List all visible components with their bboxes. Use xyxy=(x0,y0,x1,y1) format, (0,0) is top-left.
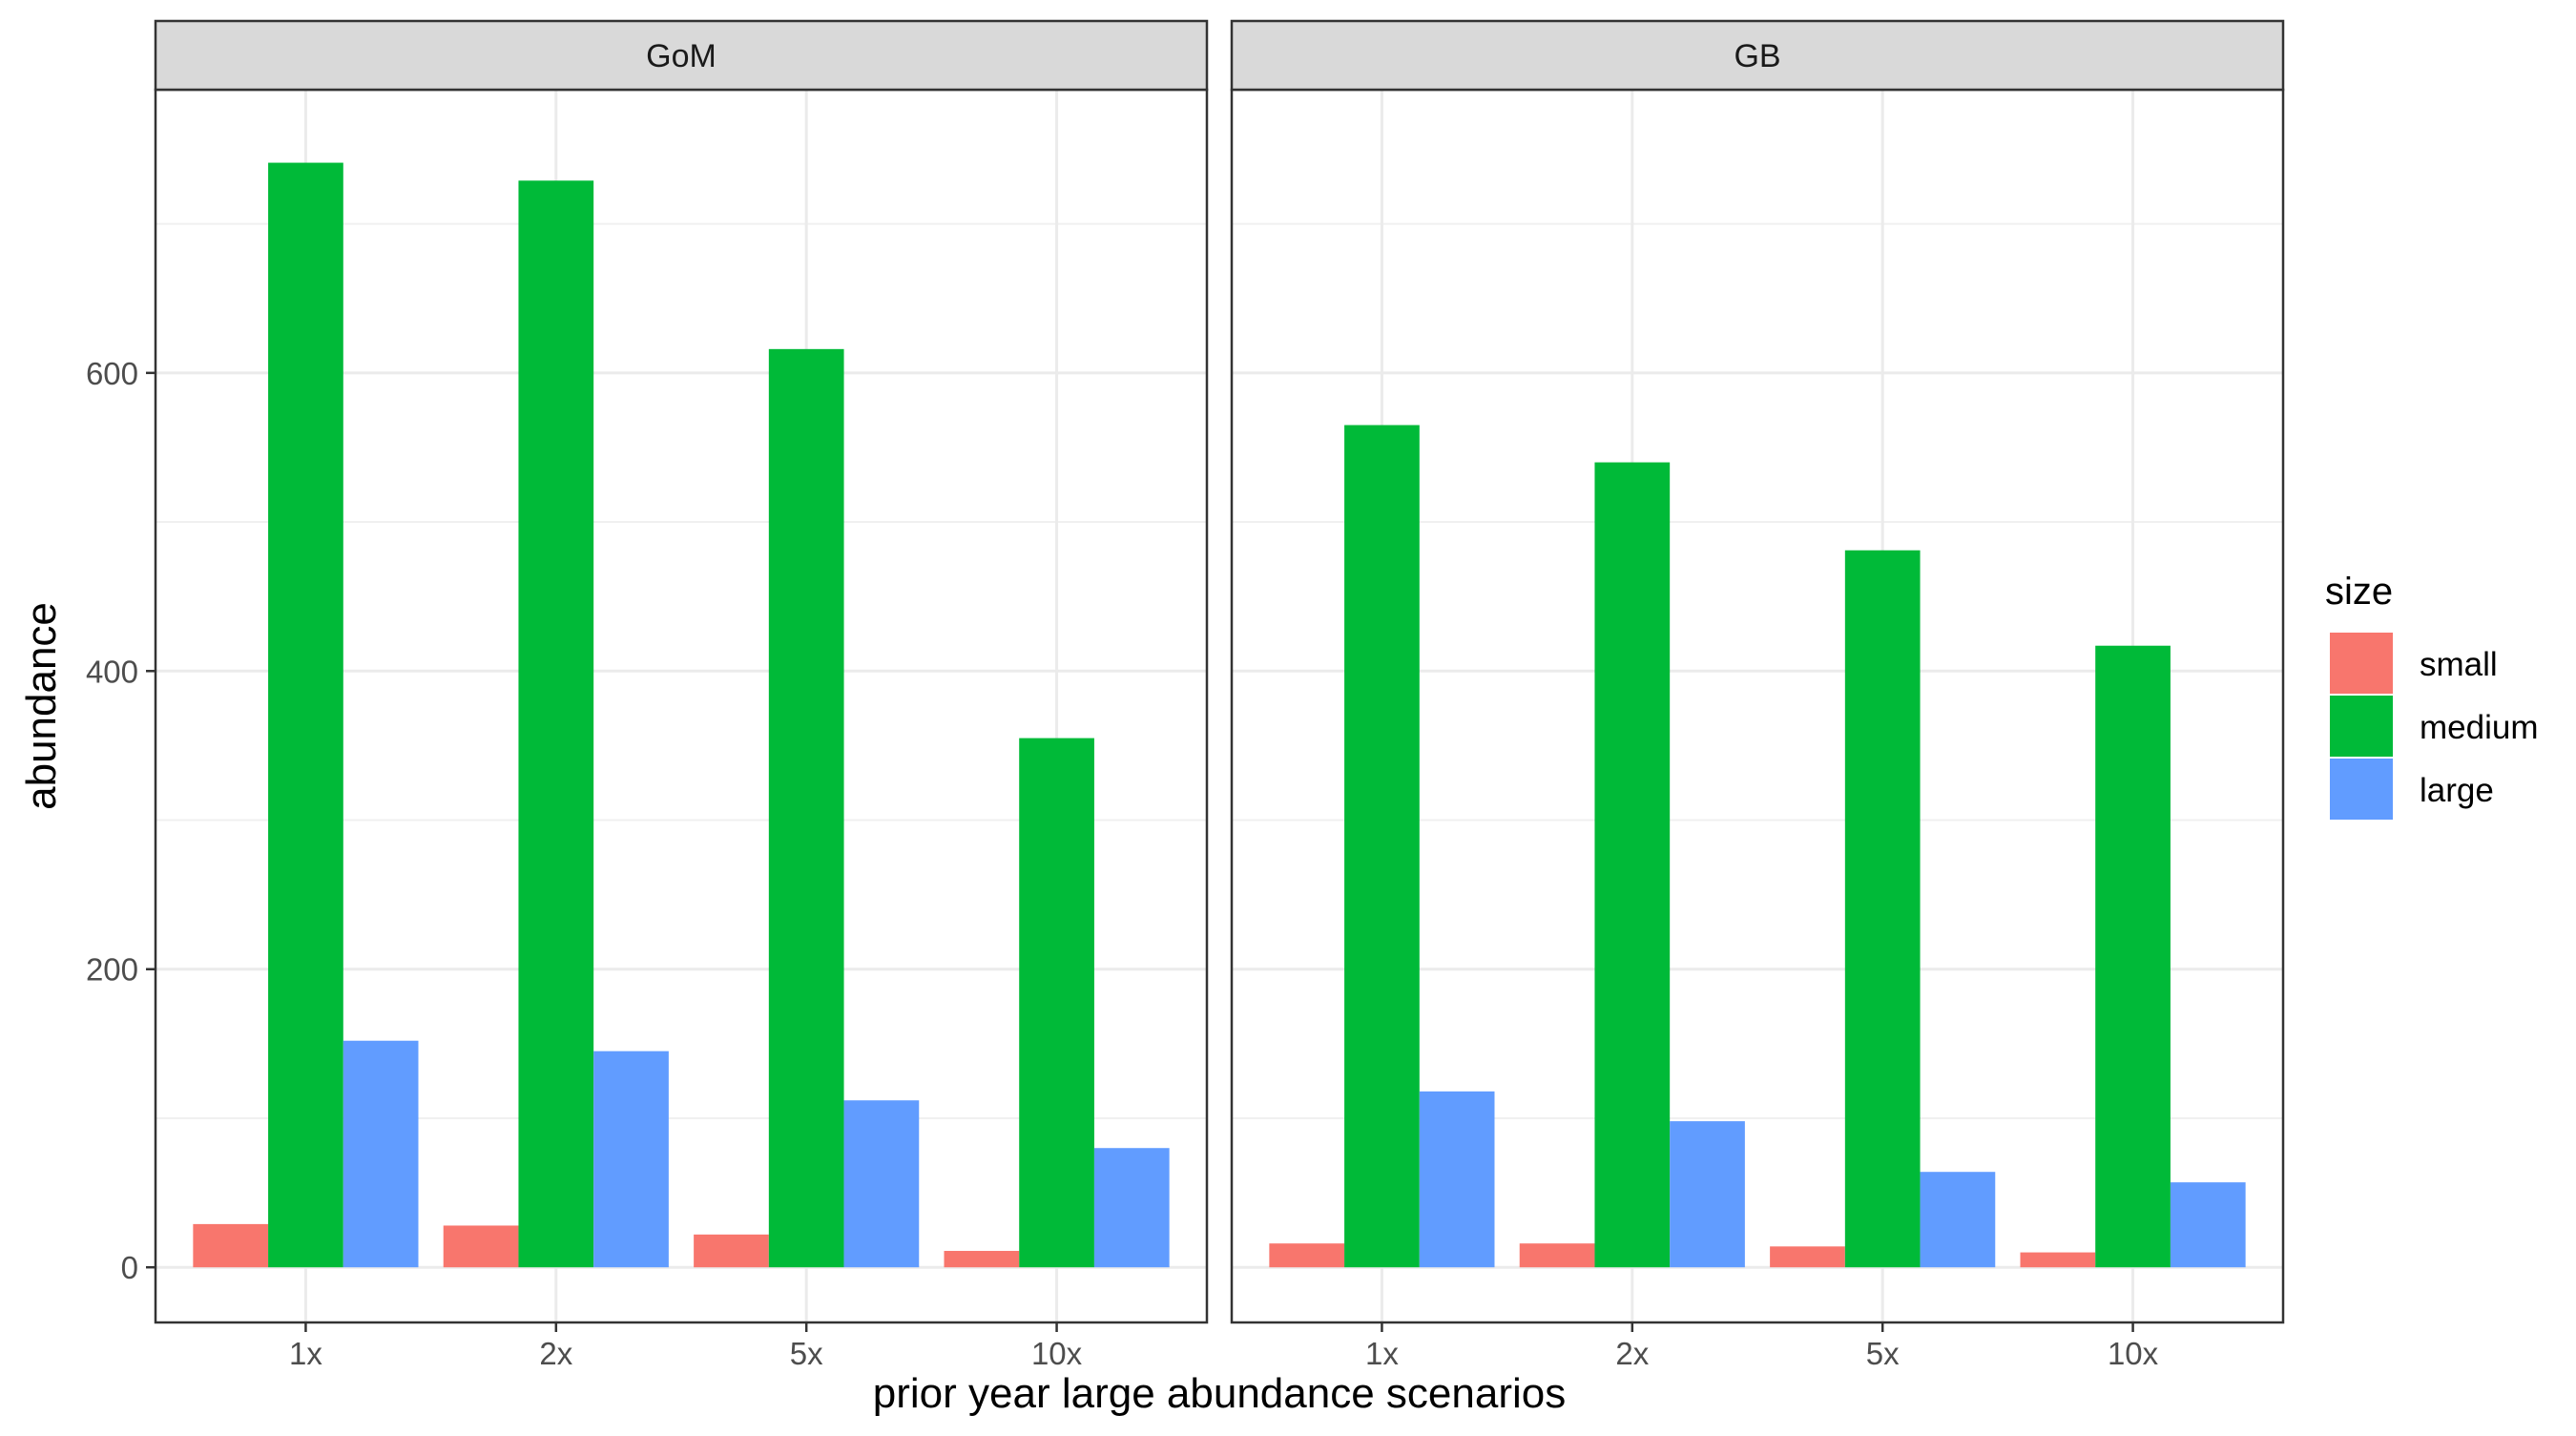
facet-strip xyxy=(154,19,1209,92)
facet-strip-label: GoM xyxy=(646,38,717,74)
legend-key-medium xyxy=(2330,696,2393,757)
x-tick-label: 2x xyxy=(539,1336,572,1371)
x-tick-label: 1x xyxy=(289,1336,322,1371)
bar-medium-2x xyxy=(518,180,594,1268)
legend-label-medium: medium xyxy=(2420,709,2538,746)
bar-large-5x xyxy=(1920,1172,1996,1268)
bar-large-5x xyxy=(843,1100,920,1268)
bar-medium-5x xyxy=(1844,550,1921,1268)
bar-small-2x xyxy=(1519,1243,1595,1268)
bar-small-1x xyxy=(193,1223,269,1268)
facet-strip xyxy=(1230,19,2285,92)
legend-key-large xyxy=(2330,759,2393,820)
panels: GoM 1x 2x 5x 10x 0 200 400 600 GB 1x 2x 5x 10x xyxy=(86,19,2285,1371)
x-tick-label: 1x xyxy=(1365,1336,1399,1371)
bar-medium-10x xyxy=(2095,645,2171,1268)
x-tick-label: 5x xyxy=(790,1336,823,1371)
bar-small-5x xyxy=(694,1234,769,1268)
bar-large-2x xyxy=(1670,1121,1745,1268)
facet-strip-label: GB xyxy=(1734,38,1780,74)
bar-medium-5x xyxy=(768,348,844,1268)
bar-medium-10x xyxy=(1019,738,1094,1268)
bar-medium-2x xyxy=(1594,462,1671,1268)
y-tick-label: 400 xyxy=(86,654,138,689)
legend: size small medium large xyxy=(2325,571,2538,820)
x-tick-label: 2x xyxy=(1615,1336,1649,1371)
bar-small-2x xyxy=(443,1225,519,1268)
bar-small-5x xyxy=(1770,1246,1845,1268)
bar-large-1x xyxy=(1419,1091,1495,1268)
bar-medium-1x xyxy=(1344,425,1420,1268)
panel-gom: GoM 1x 2x 5x 10x 0 200 400 600 xyxy=(86,19,1209,1371)
panel-gb: GB 1x 2x 5x 10x xyxy=(1230,19,2285,1371)
legend-key-small xyxy=(2330,633,2393,694)
y-tick-label: 200 xyxy=(86,952,138,988)
bar-large-10x xyxy=(2170,1182,2246,1268)
y-axis-title: abundance xyxy=(18,602,65,810)
bar-large-2x xyxy=(593,1051,669,1268)
bar-small-1x xyxy=(1269,1243,1345,1268)
bar-small-10x xyxy=(2020,1252,2096,1268)
x-tick-label: 10x xyxy=(1031,1336,1083,1371)
bar-small-10x xyxy=(944,1251,1020,1268)
bar-large-1x xyxy=(343,1040,419,1268)
y-tick-label: 0 xyxy=(121,1250,138,1285)
legend-title: size xyxy=(2325,571,2393,613)
x-tick-label: 10x xyxy=(2108,1336,2159,1371)
bar-large-10x xyxy=(1093,1148,1170,1268)
legend-label-small: small xyxy=(2420,646,2498,683)
bar-medium-1x xyxy=(268,162,343,1268)
y-tick-label: 600 xyxy=(86,356,138,391)
x-tick-label: 5x xyxy=(1866,1336,1900,1371)
legend-label-large: large xyxy=(2420,772,2494,809)
x-axis-title: prior year large abundance scenarios xyxy=(873,1370,1566,1417)
